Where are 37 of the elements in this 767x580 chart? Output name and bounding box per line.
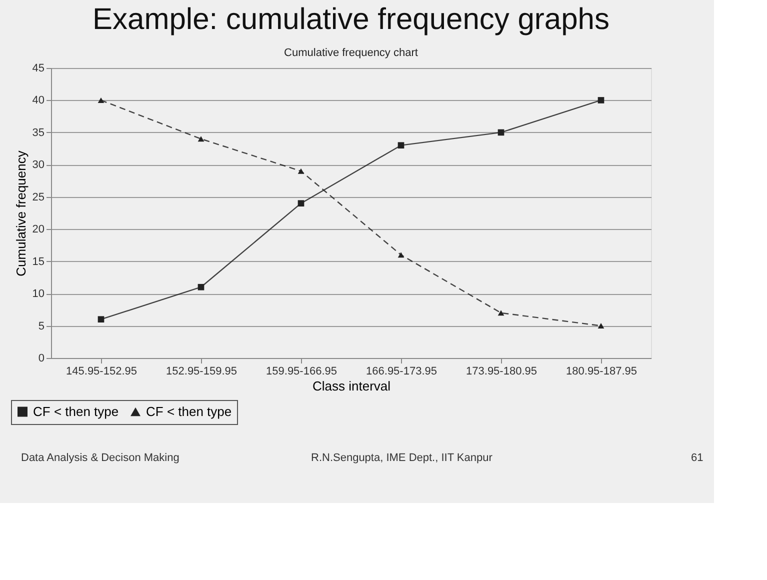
point bbox=[598, 323, 604, 329]
point bbox=[298, 200, 304, 206]
point bbox=[498, 310, 504, 316]
legend-label: CF < then type bbox=[33, 404, 119, 419]
y-tick-label: 10 bbox=[32, 288, 44, 300]
point bbox=[98, 97, 104, 103]
x-axis-title: Class interval bbox=[312, 378, 391, 394]
x-tick-label: 159.95-166.95 bbox=[266, 366, 337, 378]
point bbox=[198, 284, 204, 290]
y-tick-label: 0 bbox=[38, 352, 44, 364]
y-axis-title: Cumulative frequency bbox=[13, 150, 28, 276]
point bbox=[98, 316, 104, 322]
x-tick-label: 152.95-159.95 bbox=[166, 366, 237, 378]
point bbox=[198, 136, 204, 142]
y-tick-label: 30 bbox=[32, 159, 44, 172]
x-tick-label: 145.95-152.95 bbox=[66, 366, 137, 378]
y-tick-label: 45 bbox=[32, 62, 44, 74]
y-tick-label: 20 bbox=[32, 224, 44, 236]
chart-title: Example: cumulative frequency graphs bbox=[92, 3, 610, 36]
y-tick-label: 35 bbox=[32, 126, 44, 139]
point bbox=[298, 168, 304, 174]
y-tick-label: 25 bbox=[32, 191, 44, 204]
point bbox=[398, 252, 404, 258]
point bbox=[398, 142, 404, 148]
x-tick-label: 173.95-180.95 bbox=[466, 366, 537, 378]
text: 61 bbox=[691, 452, 704, 464]
text: Data Analysis & Decison Making bbox=[21, 452, 180, 464]
text: R.N.Sengupta, IME Dept., IIT Kanpur bbox=[311, 452, 493, 464]
point bbox=[498, 129, 504, 136]
chart-subtitle: Cumulative frequency chart bbox=[284, 47, 418, 59]
y-tick-label: 40 bbox=[32, 94, 44, 107]
y-tick-label: 5 bbox=[38, 320, 44, 332]
legend-label: CF < then type bbox=[146, 404, 232, 419]
point bbox=[598, 97, 604, 104]
x-tick-label: 180.95-187.95 bbox=[566, 366, 637, 378]
x-tick-label: 166.95-173.95 bbox=[366, 366, 437, 378]
y-tick-label: 15 bbox=[32, 256, 44, 268]
